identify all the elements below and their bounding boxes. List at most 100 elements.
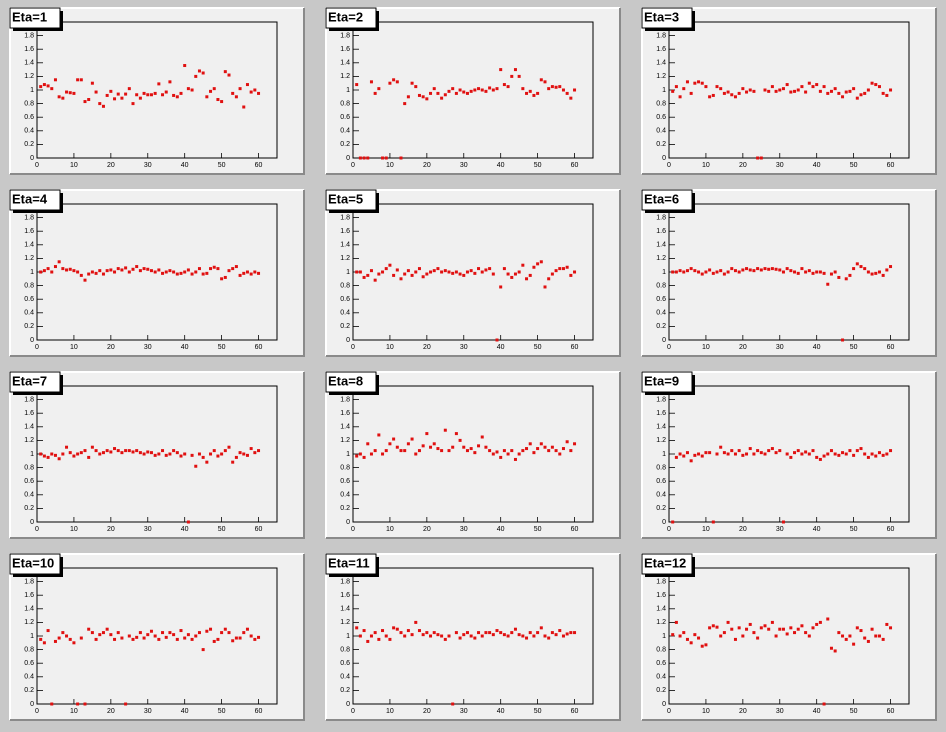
y-tick-label: 1.6	[340, 228, 350, 235]
data-point	[536, 631, 540, 635]
y-tick-label: 1.4	[340, 60, 350, 67]
data-point	[429, 445, 433, 449]
data-point	[852, 267, 856, 271]
data-point	[39, 637, 43, 641]
data-point	[774, 267, 778, 271]
chart-title: Eta=7	[12, 373, 47, 388]
data-point	[369, 634, 373, 638]
data-point	[818, 270, 822, 274]
data-point	[506, 272, 510, 276]
y-tick-label: 0.4	[24, 128, 34, 135]
data-point	[410, 633, 414, 637]
data-point	[57, 260, 61, 264]
data-point	[440, 96, 444, 100]
data-point	[369, 80, 373, 84]
data-point	[848, 89, 852, 93]
data-point	[124, 702, 128, 706]
x-tick-label: 60	[571, 344, 579, 351]
data-point	[465, 91, 469, 95]
y-tick-label: 1.2	[24, 619, 34, 626]
x-tick-label: 0	[351, 708, 355, 715]
x-tick-label: 20	[739, 344, 747, 351]
data-point	[488, 449, 492, 453]
data-point	[502, 267, 506, 271]
data-point	[513, 457, 517, 461]
data-point	[253, 270, 257, 274]
x-tick-label: 0	[351, 344, 355, 351]
data-point	[116, 449, 120, 453]
data-point	[161, 631, 165, 635]
data-point	[506, 634, 510, 638]
data-point	[774, 89, 778, 93]
data-point	[231, 639, 235, 643]
data-point	[837, 453, 841, 457]
data-point	[223, 275, 227, 279]
data-point	[135, 635, 139, 639]
y-tick-label: 0.2	[24, 687, 34, 694]
data-point	[381, 156, 385, 160]
data-point	[197, 69, 201, 73]
data-point	[480, 270, 484, 274]
data-point	[499, 68, 503, 72]
x-tick-label: 40	[813, 162, 821, 169]
x-tick-label: 0	[667, 526, 671, 533]
data-point	[678, 269, 682, 273]
data-point	[72, 269, 76, 273]
data-point	[194, 634, 198, 638]
data-point	[135, 449, 139, 453]
data-point	[789, 90, 793, 94]
data-point	[362, 275, 366, 279]
data-point	[458, 636, 462, 640]
data-point	[521, 263, 525, 267]
y-tick-label: 0	[346, 155, 350, 162]
data-point	[142, 452, 146, 456]
data-point	[249, 447, 253, 451]
chart-title: Eta=11	[328, 555, 370, 570]
data-point	[495, 87, 499, 91]
data-point	[462, 633, 466, 637]
data-point	[528, 273, 532, 277]
data-point	[410, 81, 414, 85]
y-tick-label: 1.8	[24, 396, 34, 403]
data-point	[76, 452, 80, 456]
y-tick-label: 1.2	[24, 255, 34, 262]
data-point	[785, 267, 789, 271]
data-point	[362, 455, 366, 459]
data-point	[469, 89, 473, 93]
x-tick-label: 50	[850, 526, 858, 533]
data-point	[179, 629, 183, 633]
x-tick-label: 0	[351, 162, 355, 169]
data-point	[175, 272, 179, 276]
x-tick-label: 20	[423, 708, 431, 715]
data-point	[759, 451, 763, 455]
data-point	[436, 633, 440, 637]
data-point	[480, 88, 484, 92]
data-point	[752, 89, 756, 93]
data-point	[565, 632, 569, 636]
data-point	[752, 269, 756, 273]
data-point	[756, 267, 760, 271]
data-point	[124, 449, 128, 453]
data-point	[454, 91, 458, 95]
data-point	[358, 634, 362, 638]
y-tick-label: 0.6	[656, 660, 666, 667]
data-point	[778, 268, 782, 272]
y-tick-label: 1.8	[656, 578, 666, 585]
y-tick-label: 1	[662, 451, 666, 458]
data-point	[157, 452, 161, 456]
data-point	[833, 452, 837, 456]
data-point	[837, 631, 841, 635]
data-point	[227, 631, 231, 635]
chart-title: Eta=12	[644, 555, 686, 570]
data-point	[711, 93, 715, 97]
data-point	[785, 83, 789, 87]
data-point	[722, 451, 726, 455]
data-point	[87, 455, 91, 459]
data-point	[561, 267, 565, 271]
data-point	[528, 442, 532, 446]
data-point	[377, 272, 381, 276]
data-point	[477, 267, 481, 271]
data-point	[689, 459, 693, 463]
title-box	[325, 7, 377, 29]
data-point	[101, 272, 105, 276]
